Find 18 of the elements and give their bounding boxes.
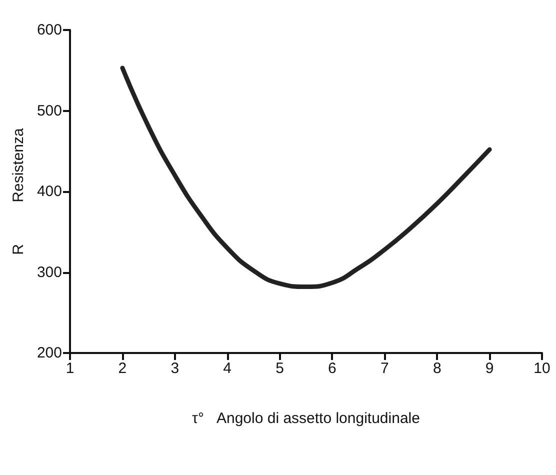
x-tick-label: 5 xyxy=(276,360,284,377)
x-tick-label: 1 xyxy=(66,360,74,377)
x-tick-label: 4 xyxy=(223,360,232,377)
x-axis-title: τ° Angolo di assetto longitudinale xyxy=(192,410,420,427)
y-tick-label: 600 xyxy=(36,22,62,38)
x-tick-label: 2 xyxy=(118,360,127,377)
y-tick-label: 300 xyxy=(36,264,62,281)
line-series xyxy=(120,66,492,290)
x-tick-label: 9 xyxy=(485,360,494,377)
x-tick-label: 6 xyxy=(328,360,336,377)
y-axis-title: R Resistenza xyxy=(10,127,28,255)
y-tick-label: 200 xyxy=(36,344,62,362)
y-tick-label: 400 xyxy=(36,183,62,200)
x-tick-label: 10 xyxy=(534,360,550,377)
y-tick-label: 500 xyxy=(36,102,62,120)
x-tick-label: 3 xyxy=(170,360,180,377)
x-tick-label: 8 xyxy=(432,360,442,377)
x-tick-label: 7 xyxy=(380,360,389,377)
